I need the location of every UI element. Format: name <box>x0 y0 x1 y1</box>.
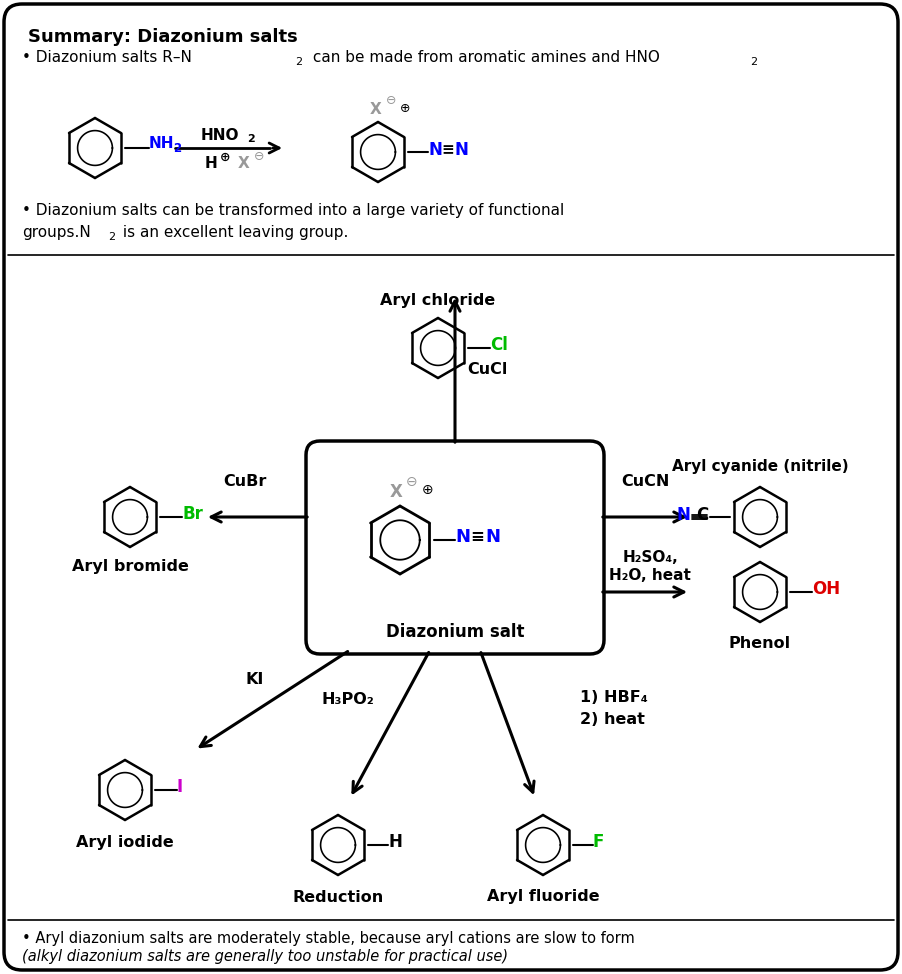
Text: Aryl iodide: Aryl iodide <box>76 835 174 849</box>
Text: I: I <box>177 778 183 796</box>
FancyBboxPatch shape <box>4 4 898 970</box>
Text: F: F <box>593 833 604 851</box>
Text: ⊖: ⊖ <box>386 94 397 107</box>
Text: • Aryl diazonium salts are moderately stable, because aryl cations are slow to f: • Aryl diazonium salts are moderately st… <box>22 930 635 946</box>
Text: KI: KI <box>246 672 264 688</box>
Text: • Diazonium salts R–N: • Diazonium salts R–N <box>22 51 192 65</box>
Text: N: N <box>455 141 469 159</box>
Text: 1) HBF₄: 1) HBF₄ <box>580 691 648 705</box>
Text: ⊕: ⊕ <box>400 101 410 115</box>
Text: Summary: Diazonium salts: Summary: Diazonium salts <box>28 28 298 46</box>
Text: CuCl: CuCl <box>467 362 507 378</box>
Text: H: H <box>205 156 217 170</box>
Text: Aryl cyanide (nitrile): Aryl cyanide (nitrile) <box>672 460 848 474</box>
Text: N: N <box>676 506 690 524</box>
Text: Diazonium salt: Diazonium salt <box>386 623 524 641</box>
Text: 2: 2 <box>173 142 181 156</box>
Text: CuCN: CuCN <box>621 474 669 490</box>
Text: CuBr: CuBr <box>224 474 267 490</box>
Text: • Diazonium salts can be transformed into a large variety of functional: • Diazonium salts can be transformed int… <box>22 203 565 217</box>
Text: ⊕: ⊕ <box>220 151 231 164</box>
Text: Reduction: Reduction <box>292 889 383 905</box>
Text: (alkyl diazonium salts are generally too unstable for practical use): (alkyl diazonium salts are generally too… <box>22 949 508 963</box>
Text: 2: 2 <box>295 57 302 67</box>
FancyBboxPatch shape <box>306 441 604 654</box>
Text: 2: 2 <box>247 134 254 144</box>
Text: H: H <box>388 833 402 851</box>
Text: Aryl chloride: Aryl chloride <box>381 292 495 308</box>
Text: HNO: HNO <box>201 128 239 142</box>
Text: N: N <box>428 141 442 159</box>
Text: X: X <box>238 156 250 170</box>
Text: C: C <box>695 506 708 524</box>
Text: 2) heat: 2) heat <box>580 713 645 728</box>
Text: 2: 2 <box>750 57 757 67</box>
Text: ⊖: ⊖ <box>254 151 264 164</box>
Text: groups.N: groups.N <box>22 224 91 240</box>
Text: is an excellent leaving group.: is an excellent leaving group. <box>118 224 348 240</box>
Text: Aryl fluoride: Aryl fluoride <box>487 889 599 905</box>
Text: NH: NH <box>149 136 174 152</box>
Text: OH: OH <box>812 580 840 598</box>
Text: Phenol: Phenol <box>729 636 791 652</box>
Text: X: X <box>390 483 403 501</box>
Text: H₂SO₄,: H₂SO₄, <box>622 549 678 565</box>
Text: ≡: ≡ <box>441 142 454 158</box>
Text: H₃PO₂: H₃PO₂ <box>322 693 374 707</box>
Text: Aryl bromide: Aryl bromide <box>71 559 189 575</box>
Text: H₂O, heat: H₂O, heat <box>609 568 691 582</box>
Text: ≡: ≡ <box>470 528 483 546</box>
Text: X: X <box>370 102 382 118</box>
Text: ⊖: ⊖ <box>406 475 418 489</box>
Text: Cl: Cl <box>490 336 508 354</box>
Text: can be made from aromatic amines and HNO: can be made from aromatic amines and HNO <box>308 51 660 65</box>
Text: Br: Br <box>182 505 203 523</box>
Text: ⊕: ⊕ <box>422 483 434 497</box>
Text: N: N <box>485 528 500 546</box>
Text: N: N <box>455 528 470 546</box>
Text: 2: 2 <box>108 232 115 242</box>
